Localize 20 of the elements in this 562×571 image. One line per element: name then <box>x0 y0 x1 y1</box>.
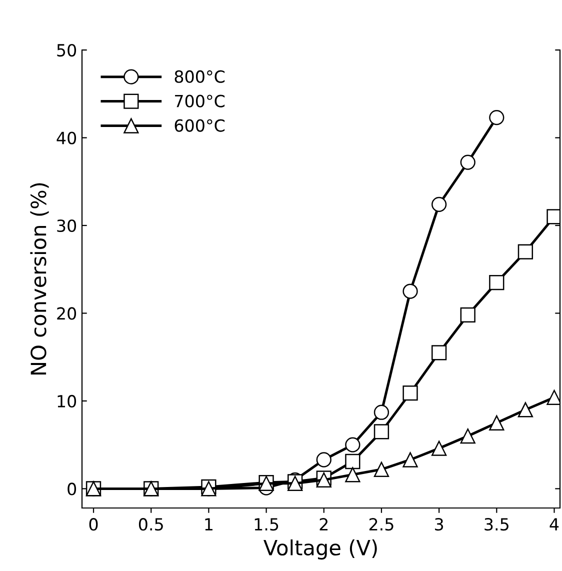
legend-label: 600°C <box>174 119 225 132</box>
y-tick-label: 30 <box>57 219 76 232</box>
y-tick-label: 40 <box>56 132 76 144</box>
y-tick-label: 10 <box>58 394 76 408</box>
x-axis-title: Voltage (V) <box>264 539 377 560</box>
x-tick-label: 2.5 <box>369 518 394 531</box>
x-tick-label: 3.5 <box>484 518 508 531</box>
x-tick-label: 3 <box>435 518 444 531</box>
x-tick-label: 0 <box>89 518 98 531</box>
y-tick-label: 50 <box>57 44 76 57</box>
x-tick-label: 4 <box>550 518 559 530</box>
x-tick-label: 1.5 <box>254 518 278 531</box>
x-tick-label: 0.5 <box>138 518 163 531</box>
y-tick-label: 0 <box>68 482 76 496</box>
legend-label: 700°C <box>175 94 225 108</box>
legend-label: 800°C <box>174 70 225 83</box>
y-axis-title: NO conversion (%) <box>30 183 49 374</box>
y-tick-label: 20 <box>57 307 76 320</box>
x-tick-label: 2 <box>320 518 328 530</box>
x-tick-label: 1 <box>205 518 212 530</box>
